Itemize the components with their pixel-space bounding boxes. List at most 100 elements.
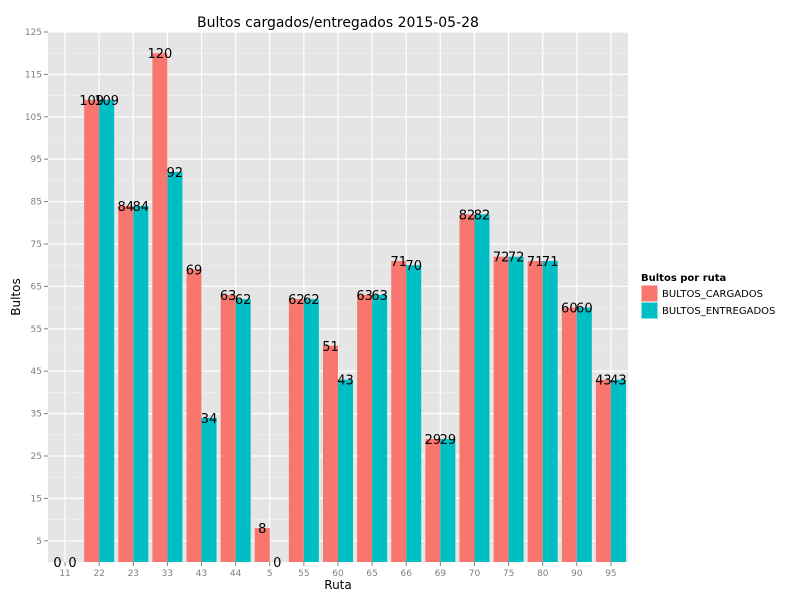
bar-value-label: 92 bbox=[167, 166, 184, 181]
bar-value-label: 109 bbox=[79, 94, 104, 109]
bar-value-label: 120 bbox=[147, 47, 172, 62]
bar-value-label: 69 bbox=[186, 263, 203, 278]
x-tick-label: 65 bbox=[366, 569, 377, 579]
bar-value-label: 43 bbox=[337, 374, 354, 389]
bar bbox=[220, 294, 236, 562]
bar bbox=[576, 307, 592, 562]
bar bbox=[167, 171, 183, 563]
bar-value-label: 84 bbox=[133, 200, 150, 215]
x-tick-label: 23 bbox=[128, 569, 139, 579]
y-tick-label: 45 bbox=[31, 367, 42, 377]
bar bbox=[508, 256, 524, 562]
legend-label: BULTOS_CARGADOS bbox=[662, 289, 763, 300]
bar bbox=[118, 205, 134, 562]
bar-value-label: 63 bbox=[356, 289, 373, 304]
x-axis-ticks: 11 22 23 33 43 44 5 55 60 65 66 69 70 75 80 90 95 bbox=[59, 562, 617, 579]
legend-items: BULTOS_CARGADOS BULTOS_ENTREGADOS bbox=[640, 284, 775, 320]
bar-value-label: 0 bbox=[68, 556, 76, 571]
bar-value-label: 82 bbox=[474, 208, 491, 223]
y-tick-label: 105 bbox=[25, 113, 42, 123]
bar-value-label: 0 bbox=[273, 556, 281, 571]
bar bbox=[440, 439, 456, 562]
y-tick-label: 75 bbox=[31, 240, 42, 250]
bar-value-label: 8 bbox=[258, 522, 266, 537]
bar bbox=[133, 205, 149, 562]
bar bbox=[372, 294, 388, 562]
bar-value-label: 62 bbox=[288, 293, 305, 308]
bar-value-label: 43 bbox=[595, 374, 612, 389]
x-tick-label: 90 bbox=[571, 569, 583, 579]
bar bbox=[595, 379, 611, 562]
bar-value-label: 72 bbox=[493, 251, 510, 266]
legend-swatch bbox=[640, 284, 659, 303]
legend-label: BULTOS_ENTREGADOS bbox=[662, 306, 775, 317]
bar-value-label: 34 bbox=[201, 412, 218, 427]
x-tick-label: 69 bbox=[435, 569, 447, 579]
y-axis-title: Bultos bbox=[9, 278, 23, 315]
legend-title: Bultos por ruta bbox=[641, 273, 726, 284]
bar-value-label: 29 bbox=[440, 433, 457, 448]
chart-title: Bultos cargados/entregados 2015-05-28 bbox=[197, 15, 479, 31]
legend: Bultos por ruta BULTOS_CARGADOS BULTOS_EN… bbox=[640, 273, 775, 320]
y-tick-label: 85 bbox=[31, 198, 42, 208]
y-tick-label: 115 bbox=[25, 70, 42, 80]
bar bbox=[186, 269, 202, 562]
bars bbox=[84, 53, 626, 563]
x-tick-label: 11 bbox=[59, 569, 70, 579]
bar-value-label: 62 bbox=[235, 293, 252, 308]
legend-swatch bbox=[640, 301, 659, 320]
bar-value-label: 51 bbox=[322, 340, 339, 355]
bar-value-label: 70 bbox=[405, 259, 422, 274]
bar-value-label: 71 bbox=[390, 255, 407, 270]
bar bbox=[357, 294, 373, 562]
y-tick-label: 25 bbox=[31, 452, 42, 462]
x-tick-label: 22 bbox=[93, 569, 104, 579]
y-tick-label: 15 bbox=[31, 494, 42, 504]
bar-value-label: 43 bbox=[610, 374, 627, 389]
bar bbox=[406, 265, 422, 562]
bar bbox=[459, 214, 475, 562]
bar-value-label: 0 bbox=[53, 556, 61, 571]
y-tick-label: 125 bbox=[25, 28, 42, 38]
bar bbox=[84, 99, 100, 562]
bar bbox=[391, 260, 407, 562]
x-tick-label: 5 bbox=[267, 569, 273, 579]
x-tick-label: 55 bbox=[298, 569, 309, 579]
bar-value-label: 71 bbox=[527, 255, 544, 270]
y-tick-label: 95 bbox=[31, 155, 42, 165]
bar bbox=[493, 256, 509, 562]
y-axis-ticks: 5 15 25 35 45 55 65 75 85 95 105 115 125 bbox=[25, 28, 48, 547]
bar bbox=[303, 299, 319, 562]
bar-value-label: 63 bbox=[371, 289, 388, 304]
bar bbox=[474, 214, 490, 562]
bar-value-label: 72 bbox=[508, 251, 525, 266]
bar bbox=[425, 439, 441, 562]
bar-value-label: 63 bbox=[220, 289, 237, 304]
y-tick-label: 35 bbox=[31, 410, 42, 420]
bar bbox=[542, 260, 558, 562]
bar bbox=[561, 307, 577, 562]
bar bbox=[201, 417, 217, 562]
y-tick-label: 5 bbox=[36, 537, 42, 547]
y-tick-label: 55 bbox=[31, 325, 42, 335]
bar bbox=[323, 345, 338, 562]
bar-value-label: 84 bbox=[118, 200, 135, 215]
x-tick-label: 75 bbox=[503, 569, 514, 579]
bar bbox=[527, 260, 543, 562]
x-tick-label: 44 bbox=[230, 569, 242, 579]
x-tick-label: 33 bbox=[162, 569, 173, 579]
x-tick-label: 60 bbox=[332, 569, 344, 579]
bar-value-label: 29 bbox=[425, 433, 442, 448]
bar bbox=[152, 53, 168, 562]
bar bbox=[99, 99, 115, 562]
bar-value-label: 82 bbox=[459, 208, 476, 223]
bar-value-label: 60 bbox=[561, 302, 578, 317]
x-tick-label: 70 bbox=[469, 569, 481, 579]
bar bbox=[235, 299, 251, 562]
x-tick-label: 66 bbox=[401, 569, 413, 579]
bar bbox=[254, 528, 270, 562]
x-tick-label: 95 bbox=[605, 569, 616, 579]
x-axis-title: Ruta bbox=[324, 578, 351, 592]
